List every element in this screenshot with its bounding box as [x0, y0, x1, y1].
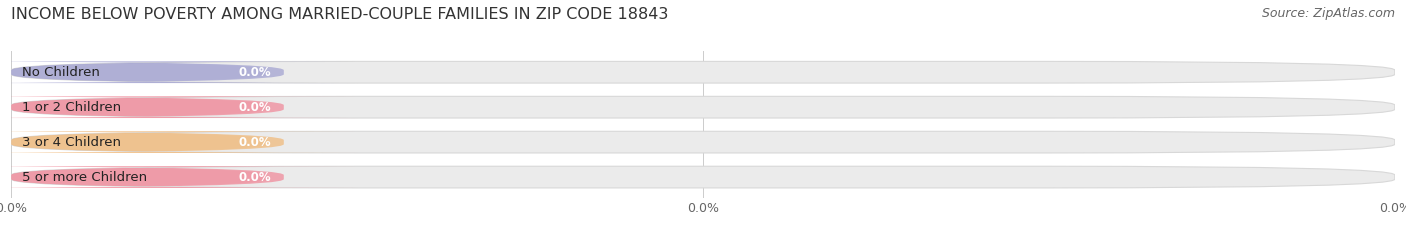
FancyBboxPatch shape — [11, 96, 1395, 118]
FancyBboxPatch shape — [11, 61, 1395, 83]
FancyBboxPatch shape — [0, 61, 357, 83]
Text: Source: ZipAtlas.com: Source: ZipAtlas.com — [1261, 7, 1395, 20]
FancyBboxPatch shape — [0, 96, 357, 118]
FancyBboxPatch shape — [0, 131, 357, 153]
Text: INCOME BELOW POVERTY AMONG MARRIED-COUPLE FAMILIES IN ZIP CODE 18843: INCOME BELOW POVERTY AMONG MARRIED-COUPL… — [11, 7, 669, 22]
FancyBboxPatch shape — [0, 166, 357, 188]
FancyBboxPatch shape — [11, 131, 1395, 153]
Text: 0.0%: 0.0% — [239, 66, 271, 79]
FancyBboxPatch shape — [0, 96, 357, 118]
Text: 0.0%: 0.0% — [239, 171, 271, 184]
Text: 5 or more Children: 5 or more Children — [22, 171, 148, 184]
FancyBboxPatch shape — [0, 61, 357, 83]
Text: 3 or 4 Children: 3 or 4 Children — [22, 136, 121, 149]
FancyBboxPatch shape — [11, 166, 1395, 188]
Text: 0.0%: 0.0% — [239, 101, 271, 114]
FancyBboxPatch shape — [0, 166, 357, 188]
Text: No Children: No Children — [22, 66, 100, 79]
Text: 1 or 2 Children: 1 or 2 Children — [22, 101, 121, 114]
FancyBboxPatch shape — [0, 131, 357, 153]
Text: 0.0%: 0.0% — [239, 136, 271, 149]
